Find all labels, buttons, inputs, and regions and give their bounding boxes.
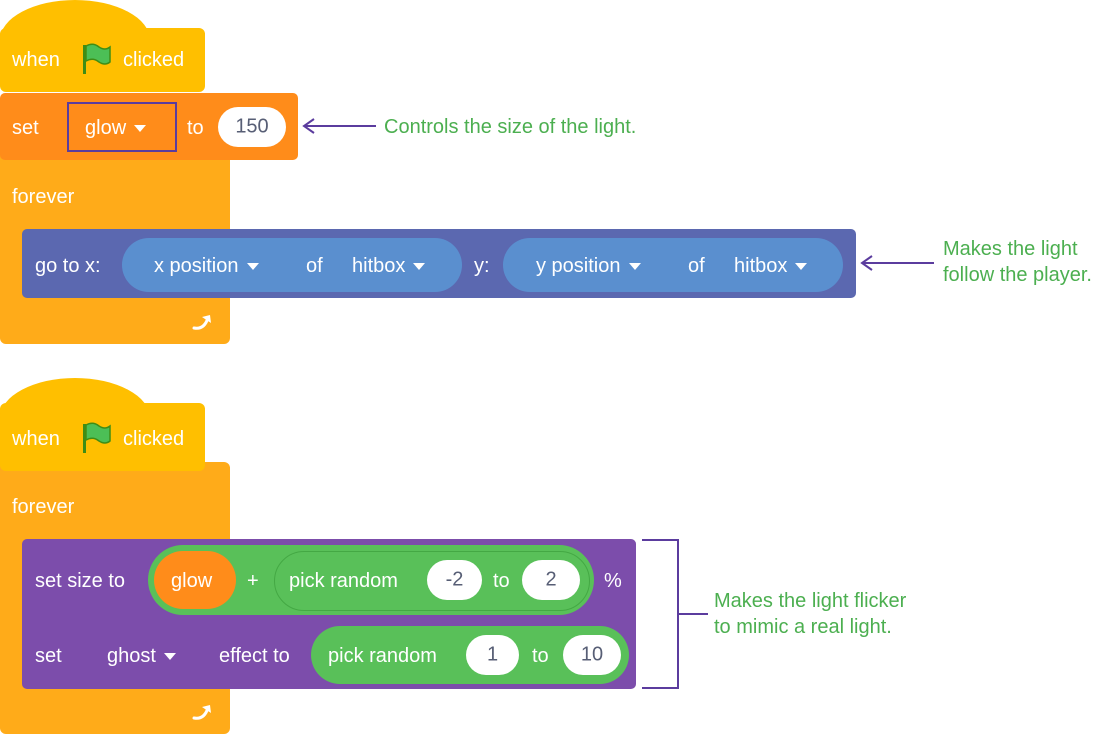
- dropdown-caret-icon: [246, 263, 259, 271]
- green-flag-icon: [83, 422, 111, 453]
- pick-random-label: pick random: [289, 570, 398, 592]
- goto-label: go to x:: [35, 255, 101, 277]
- glow-variable-label: glow: [171, 570, 213, 592]
- hat-clicked-label: clicked: [123, 49, 185, 71]
- set-to-label: to: [187, 117, 204, 139]
- dropdown-caret-icon: [134, 125, 147, 133]
- random-to-input[interactable]: 2: [522, 560, 580, 600]
- variable-dropdown[interactable]: glow: [85, 118, 147, 138]
- annotation-flicker-line2: to mimic a real light.: [714, 616, 892, 638]
- dropdown-caret-icon: [795, 263, 808, 271]
- effect-random-from-input[interactable]: 1: [466, 635, 519, 675]
- x-position-dropdown[interactable]: x position: [154, 256, 259, 276]
- annotation-follow: Makes the light follow the player.: [943, 236, 1092, 288]
- x-position-reporter[interactable]: [122, 238, 462, 292]
- variable-dropdown-highlight: [67, 102, 177, 152]
- random-from-input[interactable]: -2: [427, 560, 482, 600]
- effect-dropdown[interactable]: ghost: [107, 646, 176, 666]
- random-to-label: to: [493, 570, 510, 592]
- forever-label: forever: [12, 186, 75, 208]
- goto-y-label: y:: [474, 255, 490, 277]
- effect-to-label: effect to: [219, 645, 290, 667]
- hat-when-label: when: [12, 49, 60, 71]
- set-effect-label: set: [35, 645, 62, 667]
- set-label: set: [12, 117, 39, 139]
- repeat-arrow-icon: [192, 315, 211, 330]
- annotation-follow-line2: follow the player.: [943, 264, 1092, 286]
- glow-variable-reporter[interactable]: [154, 551, 236, 609]
- annotation-size: Controls the size of the light.: [384, 116, 637, 138]
- dropdown-caret-icon: [628, 263, 641, 271]
- x-of-label: of: [306, 255, 323, 277]
- left-arrow-icon: [302, 118, 376, 134]
- annotation-flicker-line1: Makes the light flicker: [714, 590, 907, 612]
- y-of-label: of: [688, 255, 705, 277]
- bracket-icon: [642, 539, 708, 689]
- effect-random-to-input[interactable]: 10: [563, 635, 621, 675]
- annotation-flicker: Makes the light flicker to mimic a real …: [714, 588, 906, 640]
- annotation-follow-line1: Makes the light: [943, 238, 1078, 260]
- percent-label: %: [604, 570, 622, 592]
- hat-clicked-label: clicked: [123, 428, 185, 450]
- left-arrow-icon: [860, 255, 934, 271]
- hat-when-label: when: [12, 428, 60, 450]
- pick-random-label: pick random: [328, 645, 437, 667]
- set-value-input[interactable]: 150: [218, 107, 286, 147]
- y-object-dropdown[interactable]: hitbox: [734, 256, 808, 276]
- plus-label: +: [247, 570, 259, 592]
- y-position-dropdown[interactable]: y position: [536, 256, 641, 276]
- y-position-reporter[interactable]: [503, 238, 843, 292]
- repeat-arrow-icon: [192, 705, 211, 720]
- x-object-dropdown[interactable]: hitbox: [352, 256, 426, 276]
- dropdown-caret-icon: [413, 263, 426, 271]
- set-size-label: set size to: [35, 570, 126, 592]
- forever-label: forever: [12, 496, 75, 518]
- dropdown-caret-icon: [163, 653, 176, 661]
- green-flag-icon: [83, 43, 111, 74]
- effect-random-to-label: to: [532, 645, 549, 667]
